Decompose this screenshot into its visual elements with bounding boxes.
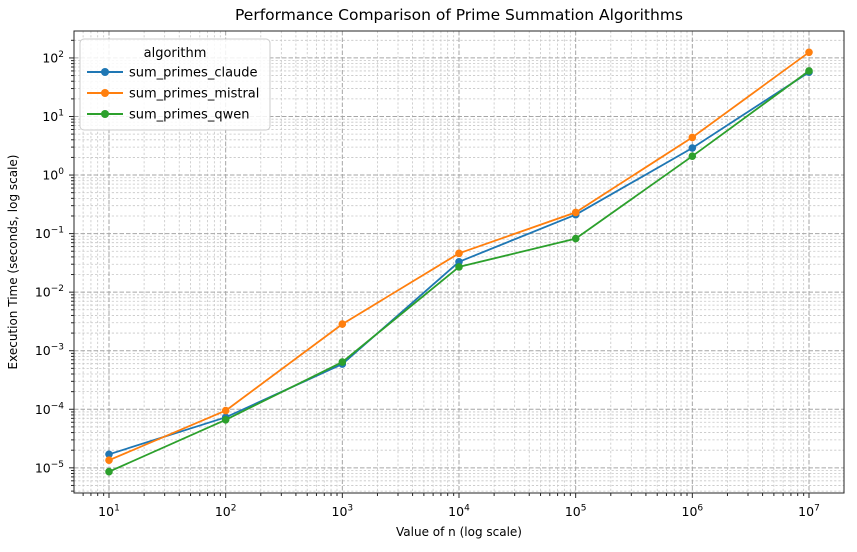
tick-exponent: −1 bbox=[51, 226, 64, 236]
tick-exponent: 4 bbox=[464, 504, 470, 514]
tick-exponent: 3 bbox=[347, 504, 353, 514]
tick-mantissa: 10 bbox=[332, 504, 348, 519]
data-point-sum_primes_mistral bbox=[805, 48, 813, 57]
y-tick-label: 10−3 bbox=[35, 343, 64, 359]
data-point-sum_primes_mistral bbox=[105, 456, 113, 465]
data-point-sum_primes_qwen bbox=[105, 467, 113, 476]
data-point-sum_primes_qwen bbox=[571, 234, 580, 243]
tick-mantissa: 10 bbox=[42, 168, 58, 183]
chart-title: Performance Comparison of Prime Summatio… bbox=[235, 6, 683, 24]
tick-exponent: −4 bbox=[51, 401, 65, 411]
tick-exponent: 7 bbox=[814, 504, 820, 514]
tick-mantissa: 10 bbox=[215, 504, 231, 519]
tick-exponent: −5 bbox=[51, 460, 64, 470]
legend-label: sum_primes_mistral bbox=[129, 87, 259, 102]
legend-box bbox=[79, 38, 271, 131]
x-tick-label: 103 bbox=[332, 504, 354, 520]
data-point-sum_primes_mistral bbox=[571, 208, 580, 217]
legend: algorithm sum_primes_claude sum_primes_mis… bbox=[79, 38, 271, 131]
series-group bbox=[105, 48, 813, 476]
tick-mantissa: 10 bbox=[35, 460, 51, 475]
tick-exponent: 1 bbox=[114, 504, 120, 514]
x-tick-label: 102 bbox=[215, 504, 237, 520]
tick-mantissa: 10 bbox=[35, 343, 51, 358]
tick-mantissa: 10 bbox=[798, 504, 814, 519]
tick-mantissa: 10 bbox=[35, 226, 51, 241]
legend-label: sum_primes_claude bbox=[129, 66, 258, 81]
data-point-sum_primes_mistral bbox=[455, 249, 463, 258]
data-point-sum_primes_mistral bbox=[688, 133, 697, 142]
y-tick-label: 102 bbox=[42, 50, 64, 66]
data-point-sum_primes_claude bbox=[688, 144, 697, 152]
data-point-sum_primes_mistral bbox=[338, 320, 347, 328]
y-tick-label: 10−4 bbox=[35, 401, 64, 417]
data-point-sum_primes_qwen bbox=[688, 152, 697, 160]
x-axis-label: Value of n (log scale) bbox=[396, 525, 522, 539]
tick-mantissa: 10 bbox=[42, 50, 58, 65]
tick-exponent: 0 bbox=[58, 167, 64, 177]
y-tick-label: 101 bbox=[42, 108, 64, 124]
x-tick-label: 106 bbox=[682, 504, 704, 520]
y-tick-label: 100 bbox=[42, 167, 64, 183]
data-point-sum_primes_mistral bbox=[221, 406, 230, 415]
tick-mantissa: 10 bbox=[682, 504, 698, 519]
tick-mantissa: 10 bbox=[42, 109, 58, 124]
tick-exponent: 6 bbox=[697, 504, 703, 514]
x-tick-label: 104 bbox=[448, 504, 470, 520]
tick-mantissa: 10 bbox=[565, 504, 581, 519]
grid-minor bbox=[74, 31, 844, 493]
grid-major bbox=[74, 31, 844, 493]
legend-swatch-marker bbox=[101, 68, 109, 76]
data-point-sum_primes_qwen bbox=[338, 358, 347, 366]
tick-mantissa: 10 bbox=[448, 504, 464, 519]
legend-title: algorithm bbox=[144, 46, 207, 61]
tick-mantissa: 10 bbox=[98, 504, 114, 519]
y-tick-label: 10−5 bbox=[35, 460, 64, 476]
y-tick-label: 10−1 bbox=[35, 226, 64, 242]
data-point-sum_primes_qwen bbox=[805, 67, 813, 75]
tick-exponent: −2 bbox=[51, 284, 64, 294]
tick-mantissa: 10 bbox=[35, 285, 51, 300]
legend-swatch-marker bbox=[101, 89, 109, 97]
tick-exponent: −3 bbox=[51, 343, 64, 353]
legend-label: sum_primes_qwen bbox=[129, 108, 249, 123]
axes-spines bbox=[73, 30, 845, 494]
x-tick-label: 101 bbox=[98, 504, 120, 520]
x-tick-label: 107 bbox=[798, 504, 820, 520]
x-tick-label: 105 bbox=[565, 504, 587, 520]
x-tick-labels: 101 102 103 104 105 106 107 bbox=[98, 504, 820, 520]
y-axis-label: Execution Time (seconds, log scale) bbox=[6, 155, 20, 370]
data-point-sum_primes_claude bbox=[105, 450, 113, 459]
tick-exponent: 2 bbox=[58, 50, 64, 60]
data-point-sum_primes_qwen bbox=[455, 263, 463, 271]
legend-swatch-marker bbox=[101, 110, 109, 118]
tick-exponent: 2 bbox=[231, 504, 237, 514]
y-tick-label: 10−2 bbox=[35, 284, 64, 300]
tick-exponent: 5 bbox=[581, 504, 587, 514]
tick-mantissa: 10 bbox=[35, 402, 51, 417]
tick-exponent: 1 bbox=[58, 108, 64, 118]
data-point-sum_primes_qwen bbox=[221, 416, 230, 424]
